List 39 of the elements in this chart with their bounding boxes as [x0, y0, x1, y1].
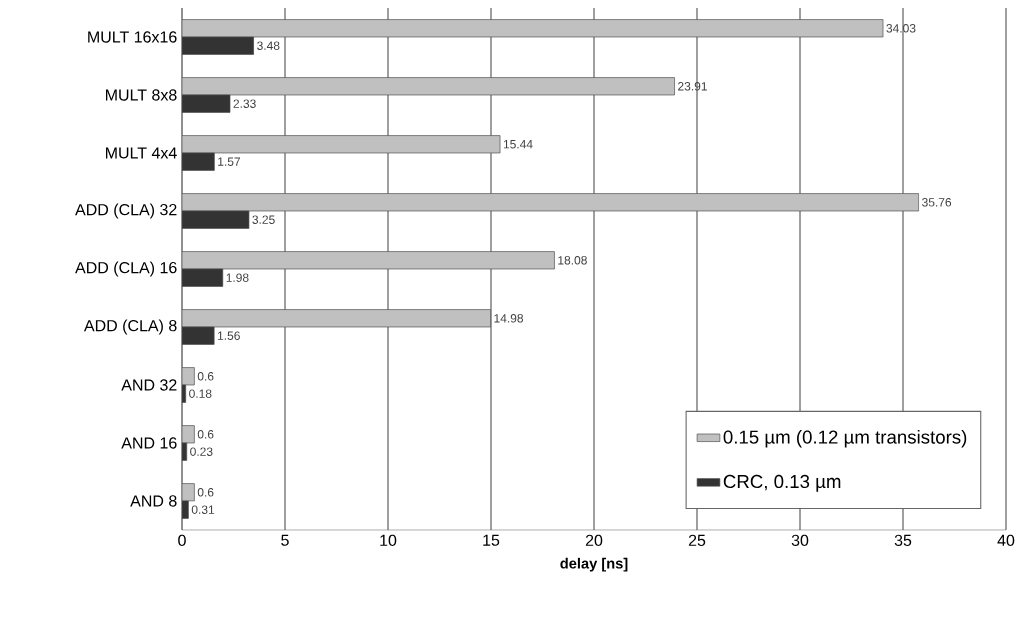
data-label: 3.48 [257, 41, 280, 50]
x-tick-label: 0 [178, 534, 186, 547]
y-tick-label: AND 32 [121, 379, 177, 391]
data-label: 35.76 [922, 198, 952, 207]
data-label: 3.25 [252, 215, 275, 224]
data-label: 18.08 [558, 256, 587, 265]
x-tick-label: 35 [894, 534, 912, 547]
data-label: 1.56 [217, 331, 240, 340]
x-tick-label: 15 [483, 534, 500, 546]
data-label: 23.91 [678, 82, 707, 91]
x-tick-label: 20 [585, 534, 603, 547]
x-tick-label: 40 [997, 534, 1015, 547]
y-tick-label: AND 8 [130, 495, 177, 507]
data-label: 0.6 [197, 430, 214, 439]
x-tick-label: 5 [281, 534, 289, 546]
x-tick-label: 10 [380, 534, 397, 547]
data-label: 0.23 [190, 447, 213, 456]
data-label: 1.98 [226, 273, 249, 282]
data-label: 1.57 [218, 157, 241, 166]
data-label: 0.6 [197, 372, 214, 381]
y-tick-label: MULT 16x16 [88, 31, 177, 43]
y-tick-label: ADD (CLA) 8 [83, 319, 177, 335]
data-label: 0.31 [191, 505, 215, 514]
y-tick-label: ADD (CLA) 16 [75, 261, 177, 277]
data-label: 34.03 [886, 24, 916, 33]
x-tick-label: 25 [688, 534, 706, 547]
legend-label: 0.15 µm (0.12 µm transistors) [723, 430, 967, 448]
data-label: 2.33 [233, 99, 256, 108]
y-tick-label: AND 16 [121, 437, 177, 449]
data-label: 14.98 [494, 314, 524, 323]
x-axis-title: delay [ns] [560, 557, 628, 572]
data-label: 15.44 [503, 140, 533, 149]
y-tick-label: MULT 4x4 [106, 147, 177, 159]
data-label: 0.18 [189, 389, 212, 398]
y-tick-label: ADD (CLA) 32 [75, 203, 177, 219]
data-label: 0.6 [197, 488, 214, 497]
x-tick-label: 30 [791, 534, 809, 547]
y-tick-label: MULT 8x8 [106, 89, 177, 101]
legend-label: CRC, 0.13 µm [723, 474, 841, 492]
